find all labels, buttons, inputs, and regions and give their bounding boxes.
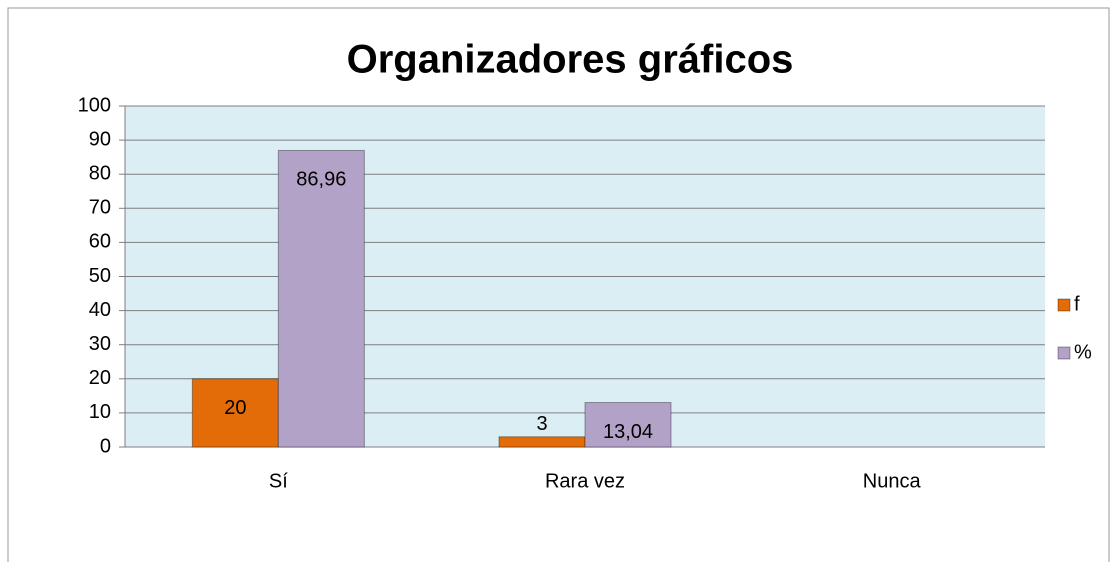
y-tick-label: 10 (89, 401, 111, 423)
x-tick-label: Nunca (863, 470, 922, 492)
legend-label: f (1074, 293, 1080, 315)
y-tick-label: 100 (78, 94, 111, 116)
data-label: 86,96 (296, 169, 346, 191)
y-tick-label: 70 (89, 197, 111, 219)
y-tick-label: 30 (89, 333, 111, 355)
chart-border (7, 7, 1110, 562)
bar (498, 436, 586, 448)
y-tick-label: 90 (89, 128, 111, 150)
y-tick-label: 60 (89, 231, 111, 253)
y-tick-label: 50 (89, 265, 111, 287)
bar (584, 402, 672, 448)
legend-label: % (1074, 341, 1092, 363)
bar (277, 149, 365, 448)
data-label: 13,04 (603, 421, 653, 443)
y-tick-label: 80 (89, 162, 111, 184)
y-tick-label: 40 (89, 299, 111, 321)
y-tick-label: 0 (100, 435, 111, 457)
data-label: 20 (224, 397, 246, 419)
legend-swatch (1057, 346, 1071, 360)
x-tick-label: Rara vez (545, 470, 625, 492)
data-label: 3 (536, 413, 547, 435)
bar (191, 378, 279, 448)
y-tick-label: 20 (89, 367, 111, 389)
legend-swatch (1057, 298, 1071, 312)
x-tick-label: Sí (269, 470, 288, 492)
chart-title: Organizadores gráficos (347, 38, 794, 82)
